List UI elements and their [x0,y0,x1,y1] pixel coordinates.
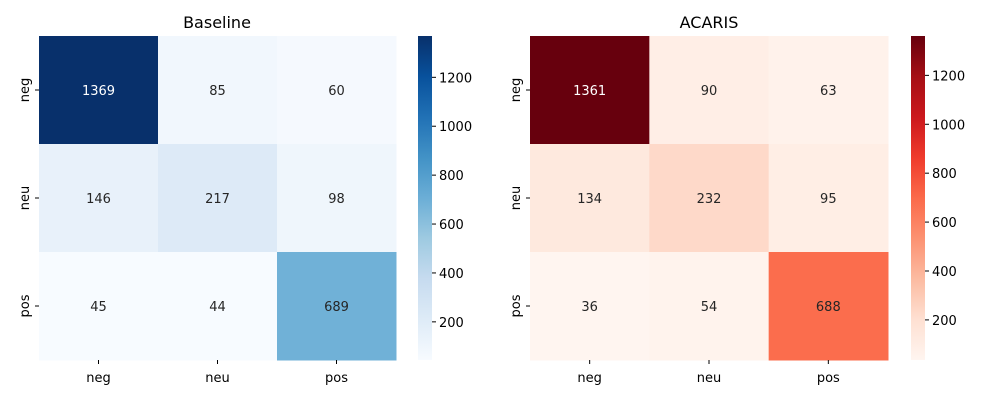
cell-value-label: 98 [328,192,345,207]
colorbar [911,36,925,360]
cell-value-label: 36 [581,300,598,315]
cell-value-label: 44 [209,300,226,315]
heatmap-cell [768,144,889,253]
heatmap-cell [530,144,650,253]
heatmap-2: ACARIS 1361 90 63 134 232 95 36 54 688 neg neu pos ne… [509,13,965,386]
colorbar-tick-label: 800 [932,167,957,182]
colorbar-tick-label: 800 [439,169,464,184]
heatmap-cell [158,252,278,361]
cell-value-label: 90 [701,84,718,99]
x-tick-label: neg [86,371,111,386]
x-tick-label: pos [325,371,348,386]
cell-value-label: 63 [820,84,837,99]
cell-value-label: 688 [816,300,841,315]
y-tick-label: neu [509,186,524,210]
cell-value-label: 85 [209,84,226,99]
chart-title: Baseline [183,13,251,32]
colorbar-tick-label: 400 [932,265,957,280]
heatmap-cell [768,36,889,145]
colorbar-tick-label: 600 [439,218,464,233]
y-tick-label: neg [509,78,524,103]
heatmap-cell [649,144,770,253]
y-tick-label: neu [18,186,33,210]
heatmap-cell [277,144,397,253]
cell-value-label: 95 [820,192,837,207]
heatmap-cell [530,252,650,361]
heatmap-cell [39,144,159,253]
heatmap-cell [649,252,770,361]
heatmap-cell [649,36,770,145]
y-tick-label: pos [18,294,33,317]
heatmap-cell [158,144,278,253]
colorbar-tick-label: 1200 [439,71,472,86]
colorbar-tick-label: 600 [932,216,957,231]
colorbar [418,36,432,360]
heatmap-cell [530,36,650,145]
x-tick-label: neg [577,371,602,386]
chart-title: ACARIS [680,13,739,32]
heatmap-1: Baseline 1369 85 60 146 217 98 45 44 689 neg neu pos… [18,13,472,386]
cell-value-label: 146 [86,192,111,207]
heatmap-cell [39,36,159,145]
colorbar-tick-label: 200 [439,316,464,331]
colorbar-tick-label: 200 [932,314,957,329]
heatmap-cell [277,36,397,145]
colorbar-tick-label: 1200 [932,69,965,84]
y-tick-label: neg [18,78,33,103]
cell-value-label: 217 [205,192,230,207]
cell-value-label: 54 [701,300,718,315]
x-tick-label: neu [697,371,721,386]
cell-value-label: 45 [90,300,107,315]
x-tick-label: neu [205,371,229,386]
colorbar-tick-label: 1000 [932,118,965,133]
cell-value-label: 689 [324,300,349,315]
cell-value-label: 1369 [82,84,115,99]
cell-value-label: 60 [328,84,345,99]
colorbar-tick-label: 1000 [439,120,472,135]
y-tick-label: pos [509,294,524,317]
colorbar-tick-label: 400 [439,267,464,282]
heatmap-cell [768,252,889,361]
cell-value-label: 134 [577,192,602,207]
x-tick-label: pos [817,371,840,386]
heatmap-cell [277,252,397,361]
cell-value-label: 1361 [573,84,606,99]
heatmap-cell [158,36,278,145]
heatmap-cell [39,252,159,361]
cell-value-label: 232 [697,192,722,207]
